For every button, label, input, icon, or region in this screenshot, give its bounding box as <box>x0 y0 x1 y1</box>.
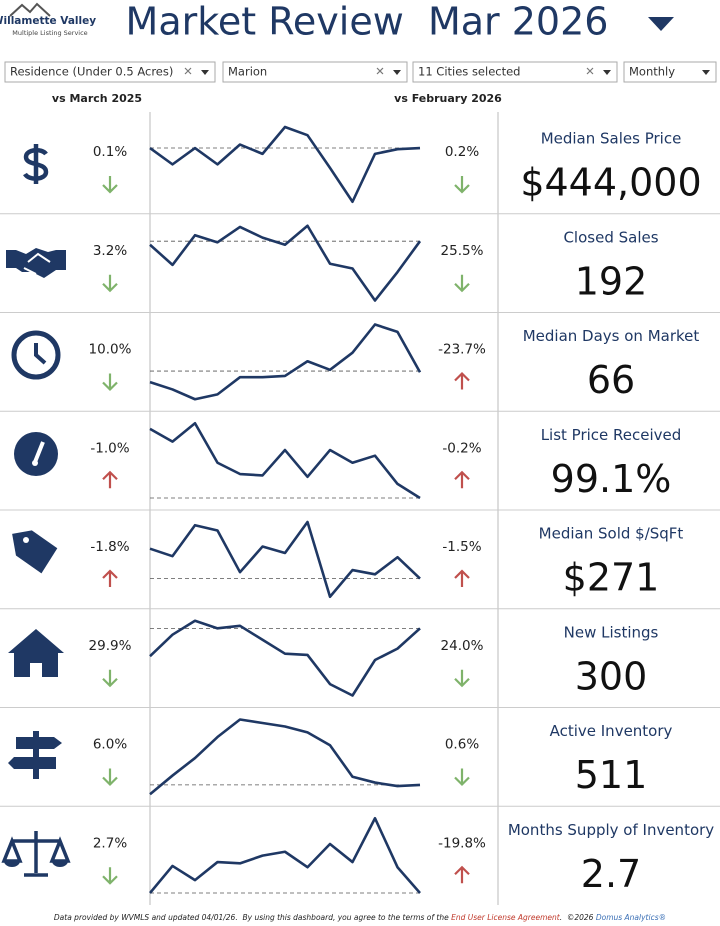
yoy-change: 0.1% <box>93 144 127 160</box>
mom-change: -0.2% <box>442 440 481 456</box>
yoy-arrow <box>102 569 118 587</box>
mom-change: 0.6% <box>445 737 479 753</box>
dropdown-arrow <box>201 70 209 75</box>
yoy-arrow <box>102 470 118 489</box>
footer-text: Data provided by WVMLS and updated 04/01… <box>54 913 451 922</box>
yoy-arrow <box>102 867 118 885</box>
yoy-arrow <box>102 274 118 293</box>
mom-change: 25.5% <box>441 243 484 259</box>
metric-value: 2.7 <box>581 852 641 896</box>
mom-change: 0.2% <box>445 144 479 160</box>
icon-handshake <box>6 248 66 278</box>
trend-line <box>149 125 421 204</box>
mom-change: -1.5% <box>442 539 481 555</box>
metric-label: Median Sales Price <box>541 130 682 148</box>
metric-label: Months Supply of Inventory <box>508 821 714 839</box>
title: Market Review Mar 2026 <box>126 0 609 44</box>
yoy-change: 3.2% <box>93 243 127 259</box>
metric-label: Active Inventory <box>550 722 673 740</box>
mom-arrow <box>454 768 470 787</box>
footer-link[interactable]: End User License Agreement <box>451 913 561 922</box>
mom-arrow <box>454 470 470 489</box>
metric-label: List Price Received <box>541 426 682 444</box>
trend-line <box>149 816 421 894</box>
metric-value: 66 <box>587 358 635 402</box>
mom-arrow <box>454 274 470 293</box>
dropdown-arrow <box>603 70 611 75</box>
metric-label: Closed Sales <box>563 228 658 246</box>
yoy-change: 29.9% <box>89 638 132 654</box>
trend-line <box>149 619 421 697</box>
clear-icon[interactable] <box>376 67 384 75</box>
trend-line <box>149 323 422 401</box>
icon-dollar <box>23 144 49 184</box>
icon-clock <box>11 330 61 380</box>
yoy-arrow <box>102 768 118 787</box>
metric-value: 511 <box>575 753 648 797</box>
mom-arrow <box>454 371 470 390</box>
yoy-change: 6.0% <box>93 737 127 753</box>
footer: Data provided by WVMLS and updated 04/01… <box>54 913 666 922</box>
filter-dropdown[interactable] <box>4 61 216 83</box>
metric-label: New Listings <box>564 623 659 641</box>
metric-value: 300 <box>575 654 648 698</box>
logo-name: Willamette Valley <box>0 15 96 27</box>
filter-dropdown[interactable] <box>222 61 408 83</box>
mom-arrow <box>454 176 470 194</box>
metric-label: Median Sold $/SqFt <box>539 525 684 543</box>
filter-value: Residence (Under 0.5 Acres) <box>10 65 173 79</box>
filter-value: 11 Cities selected <box>418 65 520 79</box>
footer-brand[interactable]: Domus Analytics® <box>596 913 666 922</box>
filter-value: Marion <box>228 65 267 79</box>
compare-label: vs March 2025 <box>52 92 142 105</box>
yoy-arrow <box>102 176 118 194</box>
trend-line <box>149 224 422 302</box>
mom-arrow <box>454 569 470 587</box>
yoy-arrow <box>102 373 118 392</box>
clear-icon[interactable] <box>586 67 594 75</box>
mom-arrow <box>454 865 470 884</box>
filter-value: Monthly <box>629 65 675 79</box>
logo-mark <box>9 2 51 17</box>
mom-change: -19.8% <box>438 835 486 851</box>
icons <box>1 144 71 877</box>
metric-label: Median Days on Market <box>523 327 700 345</box>
filter-dropdown[interactable] <box>623 61 717 83</box>
clear-icon[interactable] <box>184 67 192 75</box>
trend-line <box>149 520 421 599</box>
compare-label: vs February 2026 <box>394 92 502 105</box>
metric-value: $271 <box>563 556 660 600</box>
dropdown-arrow <box>702 70 710 75</box>
icon-scale <box>1 831 71 877</box>
icon-house <box>8 629 64 677</box>
icon-signpost <box>8 731 62 779</box>
logo-sub: Multiple Listing Service <box>12 29 87 37</box>
yoy-change: 10.0% <box>89 342 132 358</box>
title-dropdown[interactable] <box>648 17 674 31</box>
filter-dropdown[interactable] <box>412 61 618 83</box>
metric-value: 192 <box>575 259 648 303</box>
mom-change: -23.7% <box>438 342 486 358</box>
yoy-arrow <box>102 669 118 688</box>
icon-gauge <box>14 432 58 476</box>
trend-line <box>149 421 421 500</box>
yoy-change: 2.7% <box>93 835 127 851</box>
trend-line <box>149 718 421 796</box>
metric-value: $444,000 <box>520 161 701 205</box>
icon-tag <box>12 530 58 574</box>
mom-arrow <box>454 669 470 688</box>
yoy-change: -1.8% <box>90 539 129 555</box>
metric-value: 99.1% <box>551 457 672 501</box>
footer-text: . ©2026 <box>560 913 596 922</box>
mom-change: 24.0% <box>441 638 484 654</box>
dropdown-arrow <box>393 70 401 75</box>
yoy-change: -1.0% <box>90 440 129 456</box>
